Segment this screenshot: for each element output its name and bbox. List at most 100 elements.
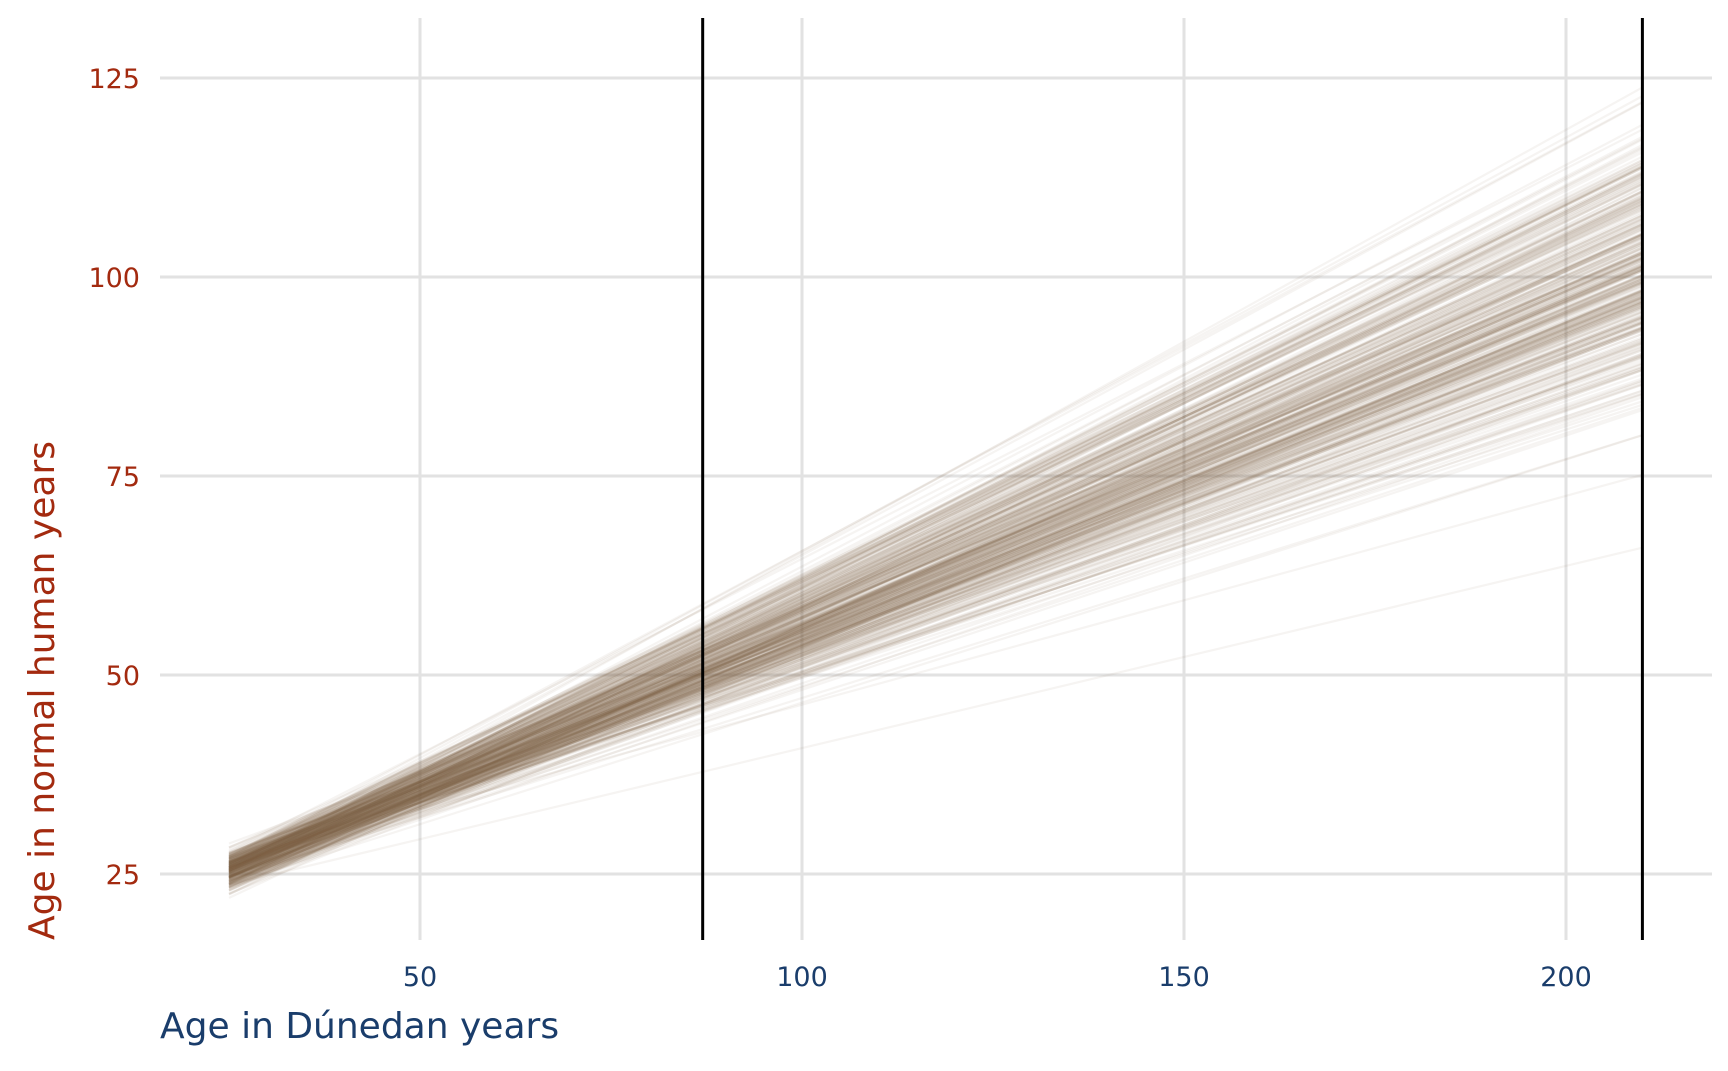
draw-line: [228, 252, 1643, 857]
draw-line: [228, 222, 1643, 875]
draw-line: [228, 265, 1643, 896]
draw-line: [228, 175, 1643, 879]
draw-line: [228, 268, 1643, 863]
draw-line: [228, 392, 1643, 865]
draw-line: [228, 235, 1643, 869]
draw-line: [228, 226, 1643, 865]
draw-line: [228, 301, 1643, 892]
draw-line: [228, 214, 1643, 867]
draw-line: [228, 206, 1643, 869]
draw-line: [228, 406, 1643, 878]
draw-line: [228, 322, 1643, 859]
draw-line: [228, 281, 1643, 868]
draw-line: [228, 339, 1643, 859]
draw-line: [228, 263, 1643, 883]
draw-line: [228, 256, 1643, 881]
draw-line: [228, 313, 1643, 889]
draw-line: [228, 208, 1643, 866]
draw-line: [228, 379, 1643, 878]
draw-line: [228, 354, 1643, 875]
draw-line: [228, 280, 1643, 860]
draw-line: [228, 166, 1643, 860]
draw-line: [228, 289, 1643, 888]
draw-line: [228, 337, 1643, 869]
draw-line: [228, 409, 1643, 882]
draw-line: [228, 243, 1643, 887]
draw-line: [228, 321, 1643, 879]
draw-line: [228, 186, 1643, 879]
x-tick-label: 50: [403, 962, 437, 993]
draw-line: [228, 264, 1643, 870]
draw-line: [228, 261, 1643, 865]
draw-line: [228, 180, 1643, 865]
draw-line: [228, 148, 1643, 871]
draw-line: [228, 218, 1643, 858]
draw-line: [228, 306, 1643, 877]
draw-line: [228, 228, 1643, 883]
draw-line: [228, 240, 1643, 876]
draw-line: [228, 244, 1643, 855]
draw-line: [228, 266, 1643, 872]
draw-line: [228, 214, 1643, 871]
draw-line: [228, 301, 1643, 882]
draw-line: [228, 338, 1643, 868]
draw-lines-layer: [228, 86, 1643, 899]
draw-line: [228, 297, 1643, 889]
draw-line: [228, 214, 1643, 870]
draw-line: [228, 189, 1643, 873]
draw-line: [228, 280, 1643, 874]
draw-line: [228, 300, 1643, 862]
draw-line: [228, 341, 1643, 871]
draw-line: [228, 322, 1643, 883]
draw-line: [228, 345, 1643, 872]
draw-line: [228, 434, 1643, 887]
draw-line: [228, 217, 1643, 872]
draw-line: [228, 315, 1643, 863]
draw-line: [228, 352, 1643, 889]
draw-line: [228, 223, 1643, 874]
draw-line: [228, 317, 1643, 870]
draw-line: [228, 303, 1643, 879]
draw-line: [228, 201, 1643, 885]
draw-line: [228, 184, 1643, 854]
draw-line: [228, 296, 1643, 875]
draw-line: [228, 368, 1643, 864]
draw-line: [228, 236, 1643, 860]
draw-line: [228, 325, 1643, 864]
draw-line: [228, 228, 1643, 870]
draw-line: [228, 353, 1643, 882]
draw-line: [228, 305, 1643, 863]
draw-line: [228, 233, 1643, 869]
draw-line: [228, 320, 1643, 845]
draw-line: [228, 258, 1643, 856]
draw-line: [228, 190, 1643, 867]
draw-line: [228, 214, 1643, 871]
draw-line: [228, 256, 1643, 878]
draw-line: [228, 190, 1643, 884]
draw-line: [228, 199, 1643, 869]
draw-line: [228, 252, 1643, 868]
draw-line: [228, 355, 1643, 857]
draw-line: [228, 307, 1643, 875]
draw-line: [228, 278, 1643, 861]
draw-line: [228, 190, 1643, 863]
draw-line: [228, 167, 1643, 861]
draw-line: [228, 297, 1643, 882]
draw-line: [228, 219, 1643, 866]
draw-line: [228, 135, 1643, 873]
draw-line: [228, 290, 1643, 873]
y-tick-label: 50: [106, 661, 140, 692]
draw-line: [228, 203, 1643, 871]
draw-line: [228, 289, 1643, 883]
draw-line: [228, 246, 1643, 868]
draw-line: [228, 546, 1643, 886]
draw-line: [228, 300, 1643, 887]
draw-line: [228, 302, 1643, 865]
draw-line: [228, 290, 1643, 872]
draw-line: [228, 252, 1643, 854]
draw-line: [228, 326, 1643, 872]
y-tick-label: 75: [106, 462, 140, 493]
draw-line: [228, 328, 1643, 886]
draw-line: [228, 434, 1643, 879]
draw-line: [228, 279, 1643, 870]
